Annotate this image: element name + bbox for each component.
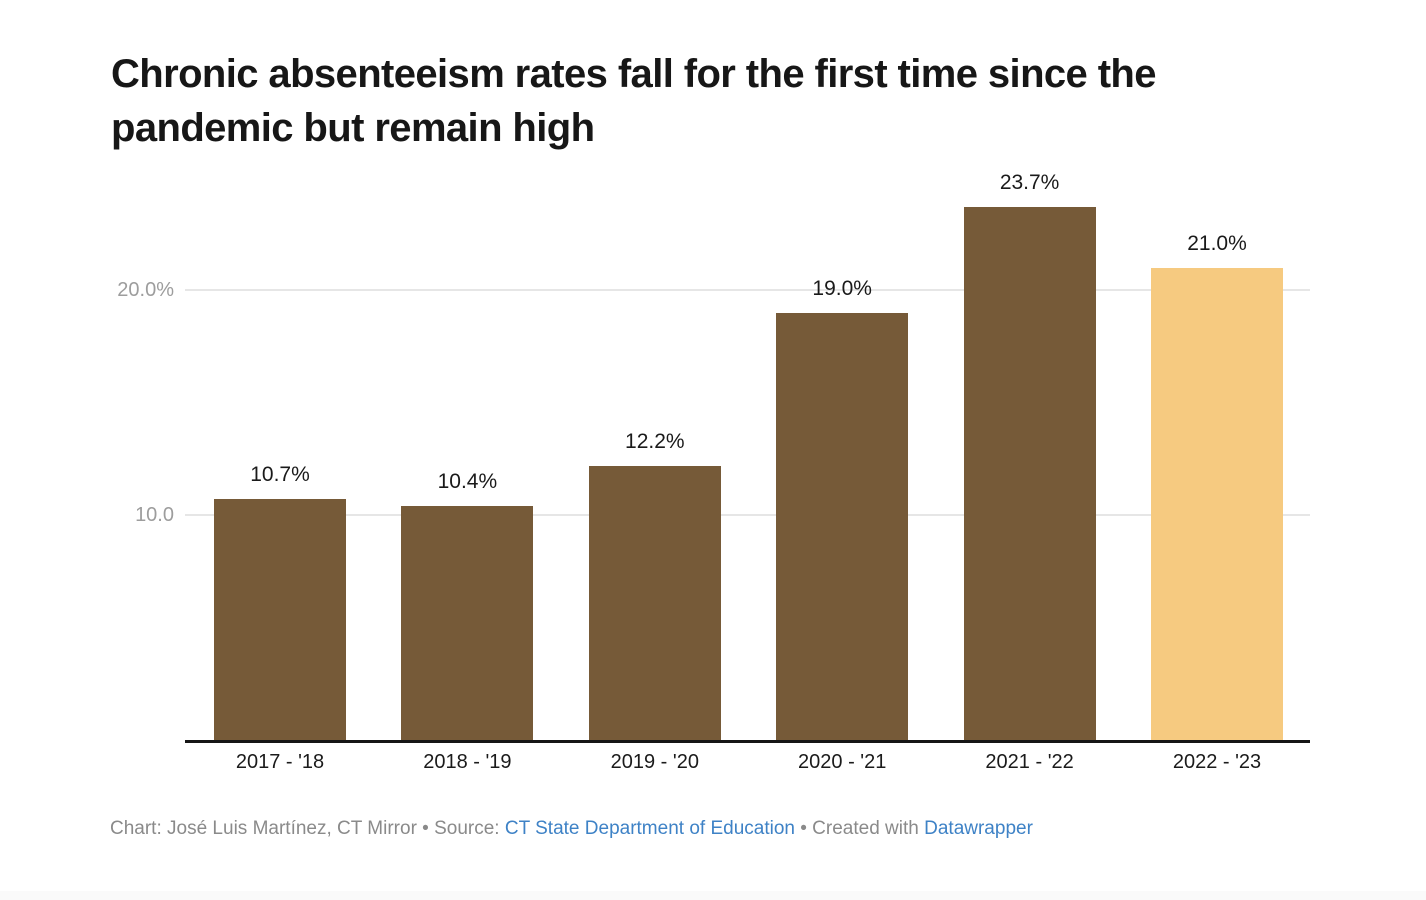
- bar-value-label: 23.7%: [999, 170, 1060, 194]
- bar-value-label: 10.4%: [437, 470, 498, 493]
- x-axis-tick-label: 2022 - '23: [1172, 751, 1262, 773]
- bar-value-label: 12.2%: [625, 429, 685, 453]
- chart-footer: Chart: José Luis Martínez, CT Mirror • S…: [110, 818, 1033, 840]
- chart-title: Chronic absenteeism rates fall for the f…: [111, 47, 1157, 155]
- gridline-10: [185, 514, 1310, 516]
- gridline-20: [185, 289, 1310, 291]
- x-axis-tick-label: 2020 - '21: [798, 751, 887, 773]
- bottom-strip: [0, 891, 1426, 900]
- bar-2022 - '23[interactable]: [1151, 267, 1283, 740]
- bar-2021 - '22[interactable]: [963, 206, 1096, 740]
- y-axis-tick-label: 10.0: [135, 504, 174, 526]
- bar-value-label: 21.0%: [1187, 231, 1247, 255]
- plot-area: 10.7% 10.4% 12.2% 19.0% 23.7% 21.0%: [185, 160, 1310, 743]
- footer-byline: Chart: José Luis Martínez, CT Mirror • S…: [110, 818, 505, 839]
- bar-2017 - '18[interactable]: [214, 499, 346, 740]
- chart-title-line-2: pandemic but remain high: [111, 106, 595, 150]
- x-axis-tick-label: 2017 - '18: [235, 751, 325, 773]
- bar-value-label: 10.7%: [250, 463, 310, 487]
- bar-2018 - '19[interactable]: [401, 506, 534, 740]
- x-axis-tick-label: 2018 - '19: [423, 751, 512, 773]
- x-axis-tick-label: 2021 - '22: [985, 751, 1074, 773]
- chart-title-line-1: Chronic absenteeism rates fall for the f…: [111, 52, 1157, 96]
- bar-2019 - '20[interactable]: [588, 465, 721, 740]
- source-link[interactable]: CT State Department of Education: [504, 818, 795, 839]
- bar-value-label: 19.0%: [812, 276, 872, 300]
- footer-separator: • Created with: [794, 818, 925, 839]
- datawrapper-link[interactable]: Datawrapper: [924, 818, 1033, 839]
- x-axis-tick-label: 2019 - '20: [610, 751, 699, 773]
- bar-2020 - '21[interactable]: [776, 312, 909, 740]
- y-axis-tick-label: 20.0%: [117, 279, 174, 301]
